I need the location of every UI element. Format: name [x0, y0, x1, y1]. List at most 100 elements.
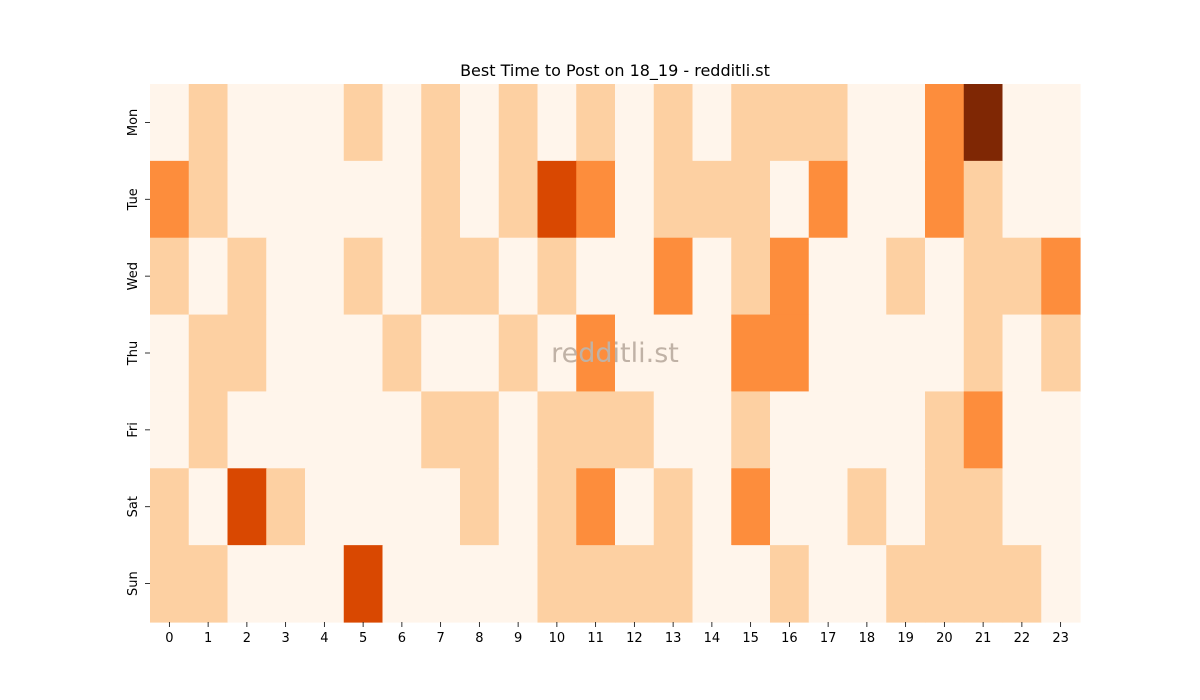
x-tick-label: 7	[436, 631, 444, 646]
heatmap-cell-thu-1	[188, 314, 229, 393]
heatmap-cell-thu-3	[266, 314, 306, 393]
heatmap-cell-mon-13	[653, 84, 694, 162]
heatmap-cell-fri-11	[576, 391, 616, 469]
heatmap-cell-wed-8	[460, 237, 500, 316]
heatmap-cell-sat-0	[150, 468, 190, 546]
heatmap-cell-sun-6	[382, 545, 422, 623]
heatmap-cell-sun-14	[692, 545, 732, 623]
heatmap-cell-mon-16	[770, 84, 810, 162]
y-tick-label-sun: Sun	[126, 571, 141, 596]
x-tick-label: 19	[897, 631, 914, 646]
heatmap-cell-mon-12	[615, 84, 655, 162]
heatmap-cell-sat-20	[925, 468, 965, 546]
heatmap-cell-sat-2	[227, 468, 267, 546]
heatmap-cell-wed-16	[770, 237, 810, 316]
heatmap-cell-sun-20	[925, 545, 965, 623]
heatmap-cell-mon-0	[150, 84, 190, 162]
heatmap-cell-sat-4	[305, 468, 345, 546]
heatmap-cell-thu-2	[227, 314, 267, 393]
heatmap-cell-sun-17	[808, 545, 849, 623]
heatmap-cell-thu-13	[653, 314, 694, 393]
heatmap-cell-mon-3	[266, 84, 306, 162]
heatmap-cell-mon-22	[1002, 84, 1042, 162]
heatmap-cell-fri-9	[498, 391, 539, 469]
heatmap-cell-sun-8	[460, 545, 500, 623]
x-tick-label: 5	[359, 631, 367, 646]
heatmap-cell-sun-2	[227, 545, 267, 623]
heatmap-cell-fri-4	[305, 391, 345, 469]
heatmap-cell-mon-1	[188, 84, 229, 162]
heatmap-cell-wed-20	[925, 237, 965, 316]
heatmap-cell-wed-17	[808, 237, 849, 316]
heatmap-cell-fri-0	[150, 391, 190, 469]
x-tick-label: 12	[626, 631, 643, 646]
heatmap-cell-tue-22	[1002, 160, 1042, 239]
heatmap-cell-wed-9	[498, 237, 539, 316]
heatmap-cell-sat-18	[847, 468, 887, 546]
heatmap-cell-mon-17	[808, 84, 849, 162]
x-tick-label: 23	[1052, 631, 1069, 646]
heatmap-cell-sun-10	[537, 545, 577, 623]
heatmap-cell-tue-2	[227, 160, 267, 239]
heatmap-cell-thu-20	[925, 314, 965, 393]
heatmap-cell-tue-17	[808, 160, 849, 239]
heatmap-cell-sun-9	[498, 545, 539, 623]
heatmap-cell-sun-15	[731, 545, 771, 623]
heatmap-cell-wed-6	[382, 237, 422, 316]
y-tick-label-thu: Thu	[126, 341, 141, 366]
x-tick-label: 21	[975, 631, 992, 646]
heatmap-cell-tue-9	[498, 160, 539, 239]
x-tick-label: 2	[243, 631, 251, 646]
heatmap-cell-mon-18	[847, 84, 887, 162]
heatmap-cell-wed-11	[576, 237, 616, 316]
heatmap-cell-mon-21	[963, 84, 1004, 162]
heatmap-cell-mon-23	[1041, 84, 1081, 162]
heatmap-cell-thu-12	[615, 314, 655, 393]
heatmap-cell-tue-1	[188, 160, 229, 239]
x-tick-label: 17	[820, 631, 837, 646]
heatmap-cell-thu-10	[537, 314, 577, 393]
heatmap-cell-tue-12	[615, 160, 655, 239]
heatmap-cell-thu-16	[770, 314, 810, 393]
heatmap-cell-sat-10	[537, 468, 577, 546]
heatmap-cell-wed-5	[343, 237, 384, 316]
heatmap-cell-mon-8	[460, 84, 500, 162]
heatmap-cell-tue-23	[1041, 160, 1081, 239]
heatmap-cell-thu-7	[421, 314, 461, 393]
x-tick-label: 9	[514, 631, 522, 646]
heatmap-cell-fri-13	[653, 391, 694, 469]
heatmap-cell-sun-18	[847, 545, 887, 623]
heatmap-cell-wed-15	[731, 237, 771, 316]
heatmap-cell-tue-20	[925, 160, 965, 239]
heatmap-cell-fri-6	[382, 391, 422, 469]
heatmap-cell-thu-22	[1002, 314, 1042, 393]
heatmap-cell-mon-14	[692, 84, 732, 162]
heatmap-cell-sat-15	[731, 468, 771, 546]
heatmap-cell-thu-4	[305, 314, 345, 393]
heatmap-cell-tue-8	[460, 160, 500, 239]
x-tick-label: 14	[704, 631, 721, 646]
heatmap-cell-tue-13	[653, 160, 694, 239]
heatmap-cell-tue-6	[382, 160, 422, 239]
heatmap-cell-tue-11	[576, 160, 616, 239]
heatmap-cell-sat-5	[343, 468, 384, 546]
heatmap-cell-thu-6	[382, 314, 422, 393]
heatmap-cell-fri-19	[886, 391, 926, 469]
heatmap-cell-mon-10	[537, 84, 577, 162]
y-tick-label-fri: Fri	[126, 422, 141, 438]
x-tick-label: 6	[398, 631, 406, 646]
y-axis-ticks: Mon Tue Wed Thu Fri Sat Sun	[126, 109, 150, 596]
heatmap-cell-sun-0	[150, 545, 190, 623]
heatmap-cell-fri-18	[847, 391, 887, 469]
heatmap-cell-mon-15	[731, 84, 771, 162]
heatmap-cell-sat-22	[1002, 468, 1042, 546]
heatmap-cell-wed-0	[150, 237, 190, 316]
heatmap-cell-sat-17	[808, 468, 849, 546]
heatmap-cell-sat-23	[1041, 468, 1081, 546]
heatmap-cell-sun-22	[1002, 545, 1042, 623]
heatmap-cell-sat-12	[615, 468, 655, 546]
heatmap-cell-thu-21	[963, 314, 1004, 393]
heatmap-cell-sun-23	[1041, 545, 1081, 623]
heatmap-cell-tue-14	[692, 160, 732, 239]
